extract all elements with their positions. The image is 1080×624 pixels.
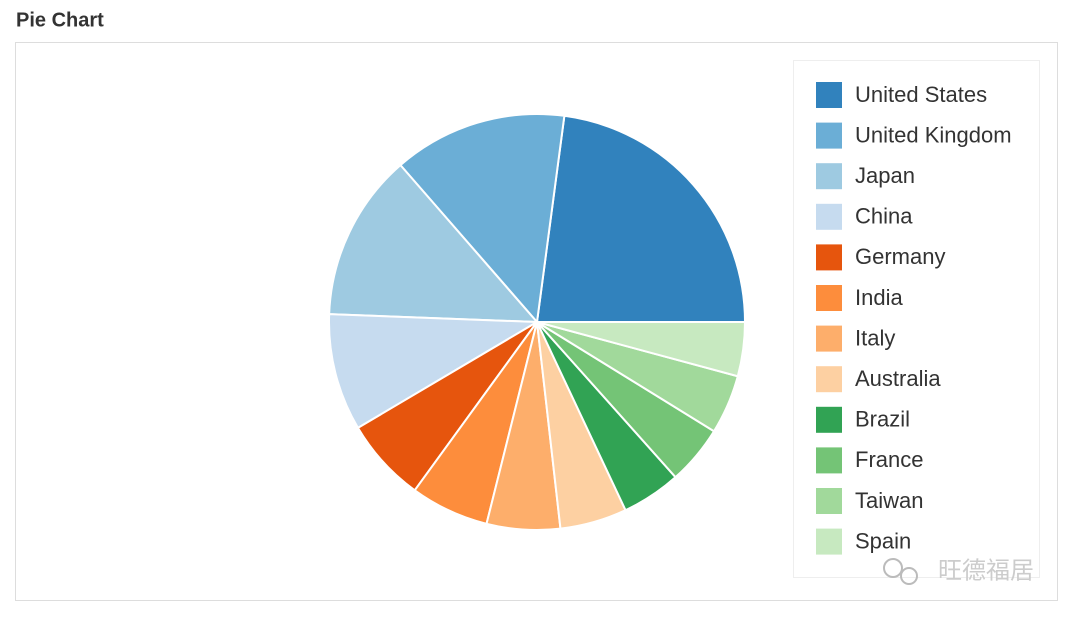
pie-slice [328, 163, 540, 324]
legend-label: Italy [855, 325, 895, 350]
chart-title: Pie Chart [16, 9, 104, 31]
legend-swatch [816, 366, 842, 393]
legend-label: Germany [855, 244, 945, 269]
legend-label: Australia [855, 366, 941, 391]
legend-label: India [855, 285, 903, 310]
pie-slice [328, 313, 541, 430]
legend-swatch [816, 406, 842, 433]
pie-slice [399, 113, 566, 325]
watermark-icon [900, 567, 918, 585]
legend-swatch [816, 285, 842, 311]
legend-swatch [816, 122, 842, 149]
legend-swatch [816, 528, 842, 555]
legend-label: Spain [855, 528, 911, 553]
legend-swatch [816, 203, 842, 230]
legend-label: France [855, 447, 923, 472]
legend-label: Brazil [855, 407, 910, 432]
legend-label: China [855, 204, 913, 229]
pie-slice [536, 321, 747, 378]
legend-swatch [816, 82, 842, 108]
legend-label: United Kingdom [855, 122, 1012, 147]
legend-swatch [816, 447, 842, 474]
watermark-text: 旺德福居 [938, 557, 1034, 584]
watermark: 旺德福居 [883, 557, 1034, 585]
legend-label: Japan [855, 163, 915, 188]
watermark-icon [883, 558, 903, 578]
legend-swatch [816, 488, 842, 514]
legend-label: United States [855, 82, 987, 107]
pie-slice [535, 114, 747, 323]
legend-swatch [816, 163, 842, 190]
legend-swatch [816, 244, 842, 271]
legend-swatch [816, 325, 842, 352]
legend-label: Taiwan [855, 488, 923, 513]
